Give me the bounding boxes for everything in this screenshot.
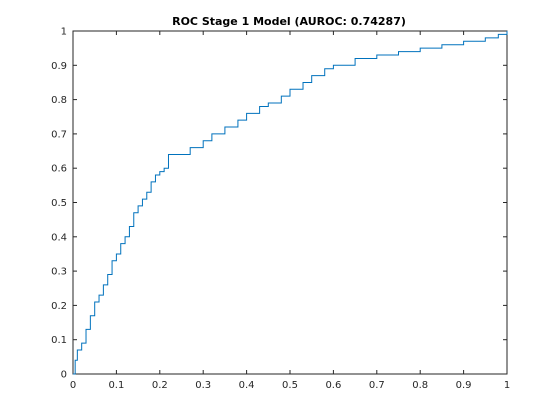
axes: 0 0.1 0.2 0.3 0.4 0.5 0.6 0.7 0.8 0.9 1 0 0.1 0.2 0.3 0…	[51, 27, 510, 392]
y-tick-label: 0.6	[51, 164, 67, 175]
x-tick-label: 0.5	[282, 380, 298, 391]
y-tick-label: 0.9	[51, 61, 67, 72]
y-tick-label: 1	[61, 27, 67, 38]
x-tick-label: 0.6	[325, 380, 341, 391]
x-tick-label: 0.4	[239, 380, 255, 391]
y-tick-label: 0.4	[51, 232, 67, 243]
chart-title: ROC Stage 1 Model (AUROC: 0.74287)	[172, 15, 406, 28]
y-tick-label: 0.8	[51, 95, 67, 106]
x-tick-label: 0.1	[108, 380, 124, 391]
x-tick-label: 0.3	[195, 380, 211, 391]
x-tick-label: 1	[504, 380, 510, 391]
y-tick-label: 0.2	[51, 301, 67, 312]
x-tick-label: 0.8	[412, 380, 428, 391]
roc-curve-line	[73, 31, 508, 375]
y-tick-label: 0.7	[51, 129, 67, 140]
series-group	[73, 31, 508, 375]
y-tick-label: 0.5	[51, 198, 67, 209]
y-tick-label: 0	[61, 370, 67, 381]
x-tick-label: 0.9	[456, 380, 472, 391]
x-tick-label: 0.2	[152, 380, 168, 391]
y-tick-label: 0.1	[51, 335, 67, 346]
y-tick-label: 0.3	[51, 267, 67, 278]
x-tick-label: 0	[70, 380, 76, 391]
x-tick-label: 0.7	[369, 380, 385, 391]
